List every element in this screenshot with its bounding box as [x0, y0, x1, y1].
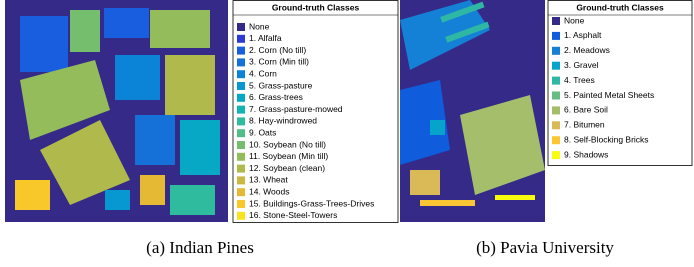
legend-title: Ground-truth Classes — [576, 2, 664, 12]
legend-swatch — [552, 62, 560, 70]
legend-label: 6. Bare Soil — [564, 105, 608, 115]
legend-swatch — [237, 94, 245, 102]
legend-label: 11. Soybean (Min till) — [249, 151, 328, 161]
legend-label: 8. Hay-windrowed — [249, 116, 317, 126]
caption: (b) Pavia University — [476, 238, 614, 257]
legend-label: 8. Self-Blocking Bricks — [564, 134, 649, 144]
legend-swatch — [237, 129, 245, 137]
legend-swatch — [237, 58, 245, 66]
legend-swatch — [237, 117, 245, 125]
legend-swatch — [237, 212, 245, 220]
legend-swatch — [552, 77, 560, 85]
legend-swatch — [237, 70, 245, 78]
legend-label: 12. Soybean (clean) — [249, 163, 325, 173]
legend-swatch — [552, 121, 560, 129]
legend-label: 1. Asphalt — [564, 30, 602, 40]
legend-swatch — [237, 200, 245, 208]
legend-label: 1. Alfalfa — [249, 33, 282, 43]
legend-swatch — [237, 141, 245, 149]
legend-label: 16. Stone-Steel-Towers — [249, 210, 337, 220]
legend-label: 3. Gravel — [564, 60, 599, 70]
legend-swatch — [552, 106, 560, 114]
legend-swatch — [237, 23, 245, 31]
legend-label: 6. Grass-trees — [249, 92, 303, 102]
legend-swatch — [552, 151, 560, 159]
legend-label: None — [564, 15, 585, 25]
legend-title: Ground-truth Classes — [272, 2, 360, 12]
caption: (a) Indian Pines — [146, 238, 254, 257]
legend-label: None — [249, 21, 270, 31]
legend-label: 9. Oats — [249, 127, 276, 137]
legend-swatch — [552, 47, 560, 55]
pavia-university-map — [400, 0, 545, 222]
legend-swatch — [237, 82, 245, 90]
legend-label: 5. Grass-pasture — [249, 80, 313, 90]
legend-label: 15. Buildings-Grass-Trees-Drives — [249, 198, 374, 208]
legend-label: 5. Painted Metal Sheets — [564, 90, 654, 100]
legend-label: 7. Bitumen — [564, 120, 605, 130]
legend-label: 7. Grass-pasture-mowed — [249, 104, 343, 114]
legend-swatch — [237, 35, 245, 43]
legend-swatch — [552, 92, 560, 100]
legend-label: 14. Woods — [249, 186, 289, 196]
legend-label: 4. Trees — [564, 75, 595, 85]
legend-swatch — [552, 136, 560, 144]
legend-swatch — [237, 106, 245, 114]
legend-label: 10. Soybean (No till) — [249, 139, 326, 149]
legend-swatch — [237, 165, 245, 173]
legend-label: 4. Corn — [249, 68, 277, 78]
legend-swatch — [552, 32, 560, 40]
legend-swatch — [237, 47, 245, 55]
legend-swatch — [237, 153, 245, 161]
legend-label: 9. Shadows — [564, 149, 608, 159]
legend-label: 2. Corn (No till) — [249, 45, 306, 55]
figure: Ground-truth ClassesNone1. Alfalfa2. Cor… — [0, 0, 694, 267]
legend-swatch — [552, 17, 560, 25]
indian-pines-map — [5, 0, 228, 222]
legend-label: 3. Corn (Min till) — [249, 57, 309, 67]
legend-label: 13. Wheat — [249, 175, 288, 185]
legend-swatch — [237, 188, 245, 196]
legend-swatch — [237, 176, 245, 184]
legend-label: 2. Meadows — [564, 45, 610, 55]
